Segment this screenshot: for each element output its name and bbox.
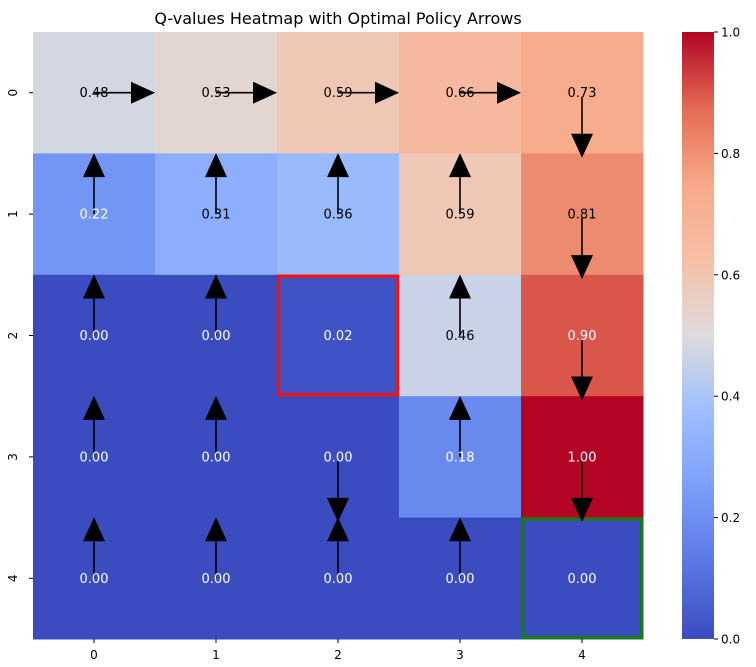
heatmap-cell: [277, 274, 400, 397]
cell-value-label: 0.36: [324, 208, 353, 223]
x-tick-label: 1: [212, 648, 220, 662]
cell-value-label: 0.00: [80, 329, 109, 344]
policy-arrow: [571, 460, 593, 522]
policy-arrow: [205, 517, 227, 579]
x-tick-label: 3: [456, 648, 464, 662]
cell-value-label: 0.81: [568, 208, 597, 223]
cell-value-label: 0.66: [446, 86, 475, 101]
policy-arrow: [460, 81, 521, 104]
y-tick-label: 3: [6, 453, 20, 461]
policy-arrow: [571, 339, 593, 401]
cell-value-label: 0.02: [324, 329, 353, 344]
y-tick-label: 4: [6, 574, 20, 582]
x-tick-label: 2: [334, 648, 342, 662]
x-tick-label: 4: [578, 648, 586, 662]
arrow-layer: [83, 81, 593, 579]
cell-value-label: 0.46: [446, 329, 475, 344]
policy-arrow: [571, 218, 593, 280]
policy-arrow: [83, 395, 105, 457]
policy-arrow: [571, 96, 593, 158]
policy-arrow: [216, 81, 277, 104]
cell-value-label: 0.00: [446, 572, 475, 587]
policy-arrow: [94, 81, 155, 104]
policy-arrow: [327, 153, 349, 215]
cell-value-label: 0.48: [80, 86, 109, 101]
cell-value-label: 0.00: [80, 572, 109, 587]
cell-value-label: 0.22: [80, 208, 109, 223]
colorbar-tick-label: 0.0: [721, 633, 740, 647]
policy-arrow: [205, 274, 227, 336]
cell-value-label: 0.00: [324, 450, 353, 465]
policy-arrow: [449, 517, 471, 579]
policy-arrow: [449, 274, 471, 336]
y-tick-label: 1: [6, 210, 20, 218]
colorbar-tick-label: 0.2: [721, 511, 740, 525]
colorbar-gradient: [682, 32, 714, 639]
colorbar-tick-label: 1.0: [721, 26, 740, 40]
cell-value-label: 0.00: [202, 572, 231, 587]
y-tick-label: 2: [6, 332, 20, 340]
colorbar-tick-label: 0.6: [721, 268, 740, 282]
cell-value-label: 0.53: [202, 86, 231, 101]
cell-label-layer: 0.48 0.53 0.59 0.66 0.73 0.22 0.31 0.36 0.59 0.81…: [80, 86, 597, 587]
policy-arrow: [83, 517, 105, 579]
cell-value-label: 0.31: [202, 208, 231, 223]
policy-arrow: [449, 395, 471, 457]
policy-arrow: [205, 153, 227, 215]
policy-arrow: [449, 153, 471, 215]
policy-arrow: [338, 81, 399, 104]
colorbar-tick-label: 0.8: [721, 147, 740, 161]
heatmap-cell: [521, 517, 644, 640]
policy-arrow: [205, 395, 227, 457]
cell-value-label: 0.18: [446, 450, 475, 465]
cell-value-label: 0.59: [446, 208, 475, 223]
policy-arrow: [327, 517, 349, 579]
x-tick-label: 0: [90, 648, 98, 662]
colorbar: 0.0 0.2 0.4 0.6 0.8 1.0: [682, 26, 740, 647]
policy-arrow: [327, 460, 349, 522]
chart-title: Q-values Heatmap with Optimal Policy Arr…: [154, 9, 521, 28]
cell-value-label: 0.73: [568, 86, 597, 101]
y-tick-label: 0: [6, 89, 20, 97]
highlight-box: [276, 274, 400, 397]
cell-value-label: 0.00: [568, 572, 597, 587]
cell-value-label: 0.59: [324, 86, 353, 101]
cell-value-label: 0.00: [80, 450, 109, 465]
cell-value-label: 0.00: [202, 329, 231, 344]
cell-value-label: 0.00: [324, 572, 353, 587]
cell-value-label: 1.00: [568, 450, 597, 465]
colorbar-tick-label: 0.4: [721, 390, 740, 404]
cell-value-label: 0.00: [202, 450, 231, 465]
policy-arrow: [83, 153, 105, 215]
policy-arrow: [83, 274, 105, 336]
cell-value-label: 0.90: [568, 329, 597, 344]
y-axis: 0 1 2 3 4: [6, 89, 33, 582]
x-axis: 0 1 2 3 4: [90, 639, 586, 662]
